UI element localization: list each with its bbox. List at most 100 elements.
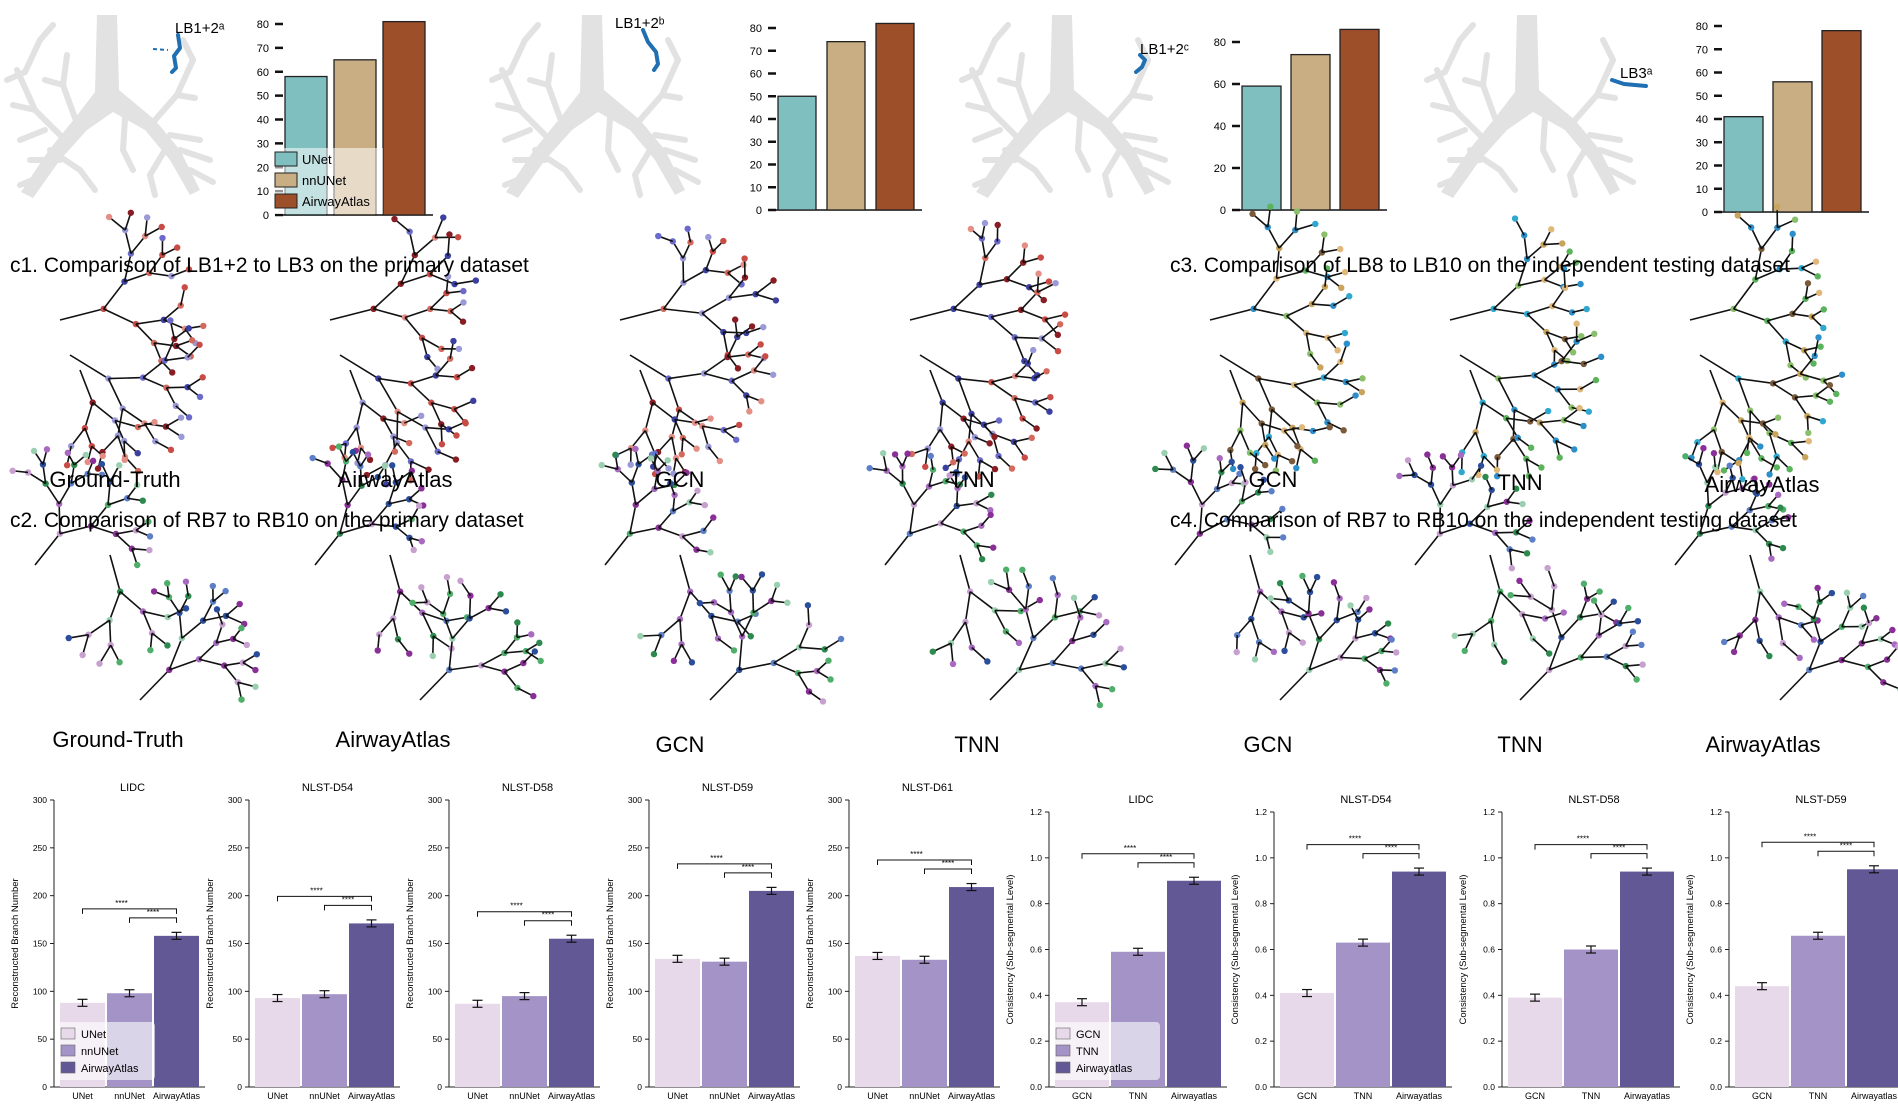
tree-edge [731, 369, 755, 382]
sig-label: **** [1840, 841, 1852, 850]
tree-edge [1271, 408, 1294, 429]
tree-edge [198, 658, 225, 667]
tree-node [1629, 628, 1637, 635]
bottom-chart-8: NLST-D58 0.0 0.2 0.4 0.6 0.8 1.0 1.2 Consistency… [1458, 794, 1680, 1101]
tree-edge [722, 331, 729, 356]
y-tick-label: 30 [750, 137, 762, 149]
tree-edge [1339, 637, 1357, 659]
y-axis-label: Reconstructed Branch Number [405, 878, 416, 1008]
tree-node [406, 650, 413, 657]
tree-edge [1506, 417, 1531, 423]
tree-node [94, 465, 102, 472]
tree-edge [1323, 376, 1346, 383]
x-tick-label: AirwayAtlas [348, 1091, 396, 1101]
airway-branch [4, 69, 28, 83]
tree-node [1030, 346, 1037, 354]
sig-bracket [1137, 862, 1195, 868]
y-tick-label: 0.4 [1710, 990, 1722, 1000]
tree-node [1271, 455, 1278, 462]
tree-edge [979, 278, 1008, 286]
tree-edge [107, 497, 128, 506]
tree-edge [1794, 394, 1816, 399]
tree-node [1817, 343, 1824, 350]
bar-unet [455, 1003, 500, 1087]
tree-edge [1741, 419, 1764, 425]
tree-edge [639, 369, 654, 403]
bar-airwayatlas [549, 938, 594, 1087]
tree-node [1820, 306, 1827, 313]
tree-row1-6 [1449, 215, 1605, 480]
tree-node [446, 666, 453, 674]
tree-edge [1020, 291, 1039, 311]
tree-node [1774, 414, 1782, 421]
airway-branch [604, 115, 621, 173]
tree-edge [1551, 609, 1563, 638]
y-tick-label: 10 [750, 182, 762, 194]
tree-node [981, 219, 989, 227]
tree-node [1592, 376, 1600, 384]
tree-edge [371, 523, 396, 528]
tree-node [1477, 462, 1485, 469]
tree-edge [1041, 323, 1061, 340]
tree-edge [797, 672, 810, 692]
tree-node [1544, 564, 1551, 572]
tree-edge [153, 342, 177, 347]
tree-node [139, 497, 146, 504]
tree-node [1340, 427, 1347, 434]
tree-edge [1808, 641, 1822, 671]
tree-edge [728, 293, 756, 299]
tree-node [1152, 465, 1159, 473]
y-tick-label: 0 [837, 1082, 842, 1092]
y-tick-label: 0.8 [1710, 899, 1722, 909]
tree-node [746, 408, 753, 415]
y-tick-label: 0.2 [1255, 1036, 1267, 1046]
tree-node [209, 582, 217, 590]
bottom-chart-6: LIDC 0.0 0.2 0.4 0.6 0.8 1.0 1.2 Consistency (Su… [1005, 794, 1227, 1101]
bar-airwayatlas [154, 935, 199, 1087]
tree-node [1251, 656, 1259, 663]
tree-label-r1-7: AirwayAtlas [1705, 472, 1820, 497]
tree-edge [1288, 599, 1309, 615]
tree-edge [1713, 402, 1724, 430]
legend-entry: AirwayAtlas [302, 194, 370, 209]
tree-edge [1560, 616, 1581, 638]
bar-gcn [1280, 993, 1334, 1087]
tree-edge [1323, 361, 1342, 379]
airway-branch [997, 77, 1021, 88]
tree-node [200, 322, 207, 330]
tree-node [374, 647, 381, 654]
tree-node [1720, 638, 1728, 646]
chart-title: NLST-D54 [302, 782, 353, 794]
tree-edge [990, 381, 1016, 399]
tree-node [1556, 454, 1563, 461]
tree-edge [1785, 340, 1805, 352]
tree-node [401, 419, 408, 427]
airway-branch [17, 172, 48, 188]
sig-label: **** [742, 863, 754, 872]
tree-node [1802, 454, 1809, 461]
tree-edge [142, 376, 167, 389]
y-tick-label: 0.6 [1255, 945, 1267, 955]
tree-node [1826, 381, 1834, 389]
tree-node [1578, 332, 1585, 340]
tree-node [1272, 467, 1280, 474]
tree-edge [728, 590, 732, 613]
tree-row2-5 [1152, 442, 1400, 701]
tree-edge [168, 658, 200, 671]
tree-edge [824, 638, 842, 651]
tree-node [1262, 461, 1269, 469]
tree-edge [1335, 598, 1341, 621]
sig-label: **** [1160, 853, 1172, 862]
sig-label: **** [115, 899, 127, 908]
tree-node [460, 299, 467, 306]
tree-edge [373, 308, 406, 319]
tree-edge [1782, 642, 1801, 659]
tree-node [1011, 334, 1019, 341]
y-tick-label: 300 [228, 795, 242, 805]
tree-edge [1496, 438, 1514, 458]
tree-node [407, 477, 414, 484]
tree-edge [70, 427, 86, 447]
tree-node [461, 418, 469, 426]
x-tick-label: UNet [467, 1091, 488, 1101]
tree-edge [388, 482, 397, 505]
